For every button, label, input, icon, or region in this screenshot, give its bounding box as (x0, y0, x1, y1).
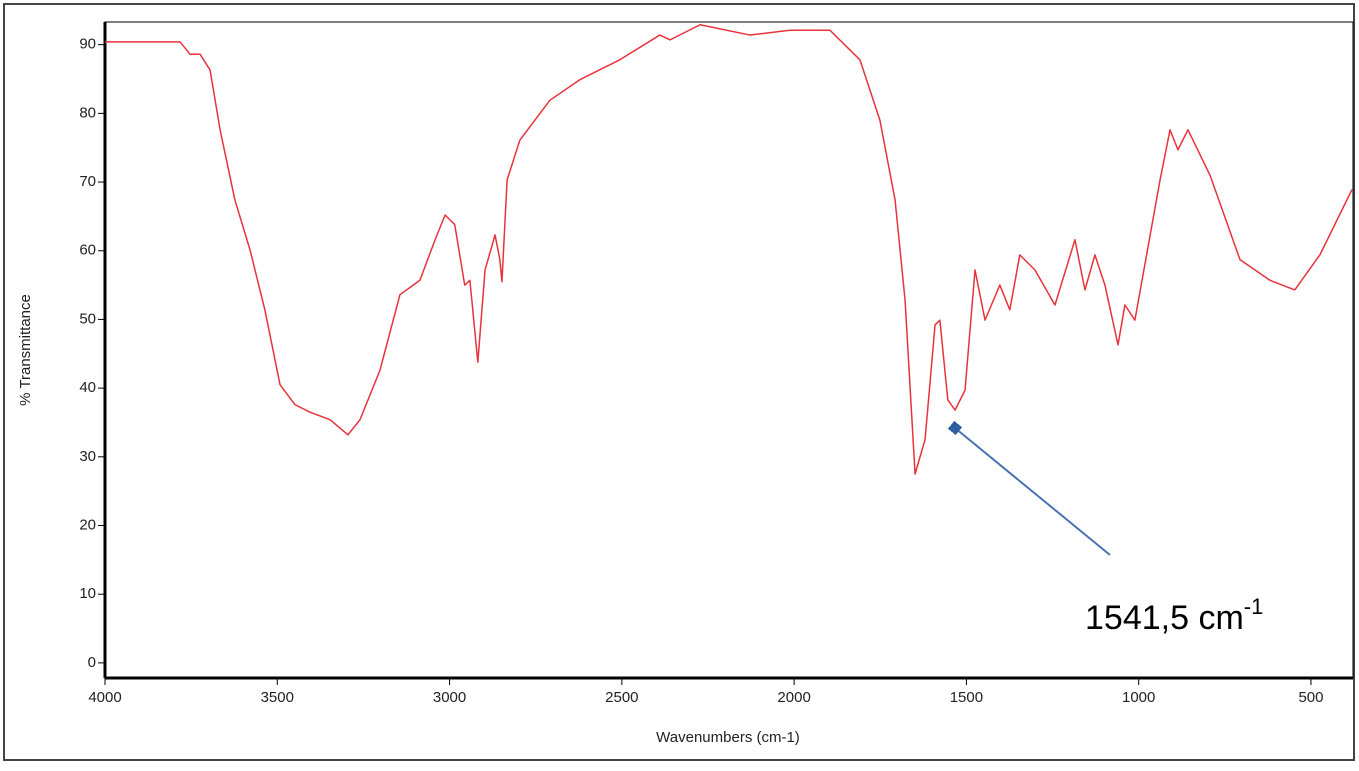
x-tick-label: 2500 (605, 689, 638, 706)
y-tick-label: 30 (79, 448, 96, 465)
y-tick-label: 0 (88, 654, 96, 671)
x-tick-label: 1500 (950, 689, 983, 706)
y-tick-label: 70 (79, 173, 96, 190)
y-tick-label: 20 (79, 516, 96, 533)
annotation-text: 1541,5 cm (1085, 599, 1244, 637)
annotation-superscript: -1 (1244, 594, 1264, 619)
x-tick-label: 500 (1298, 689, 1323, 706)
annotation-arrow (955, 428, 1111, 556)
spectrum-line (105, 23, 1353, 475)
y-tick-label: 60 (79, 242, 96, 259)
y-tick-label: 50 (79, 310, 96, 327)
y-axis-label: % Transmittance (17, 294, 34, 406)
x-axis-label: Wavenumbers (cm-1) (656, 729, 800, 746)
y-tick-label: 10 (79, 585, 96, 602)
x-tick-label: 1000 (1122, 689, 1155, 706)
annotation: 1541,5 cm-1 (1085, 594, 1263, 637)
plot-area (104, 21, 1354, 679)
y-tick-label: 80 (79, 104, 96, 121)
y-tick-label: 40 (79, 379, 96, 396)
x-tick-label: 4000 (88, 689, 121, 706)
y-tick-label: 90 (79, 36, 96, 53)
x-tick-label: 3000 (433, 689, 466, 706)
x-tick-label: 3500 (261, 689, 294, 706)
frame (3, 3, 1355, 761)
x-tick-label: 2000 (777, 689, 810, 706)
